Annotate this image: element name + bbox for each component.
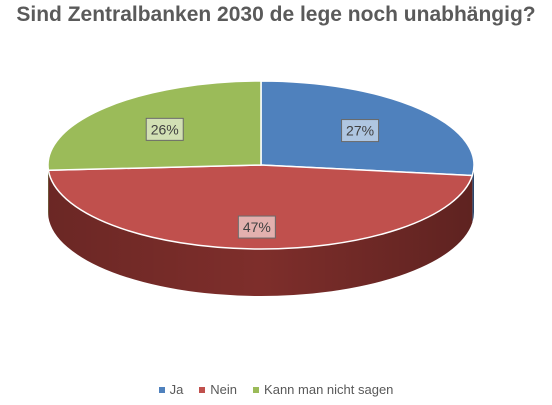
legend-item-nein: Nein bbox=[199, 382, 237, 397]
data-label-ja: 27% bbox=[341, 119, 380, 143]
legend-swatch-kann-man-nicht-sagen bbox=[253, 386, 260, 393]
data-label-nein: 47% bbox=[237, 215, 276, 239]
pie-side-walls bbox=[48, 165, 474, 296]
legend-swatch-nein bbox=[199, 386, 206, 393]
pie-chart: 27% 47% 26% bbox=[47, 80, 475, 296]
pie-data-labels: 27% 47% 26% bbox=[145, 117, 380, 239]
data-label-kann-man-nicht-sagen: 26% bbox=[145, 117, 184, 141]
data-label-text-kann-man-nicht-sagen: 26% bbox=[151, 121, 179, 137]
slice-side-shade-nein bbox=[48, 170, 473, 296]
legend-label-kann-man-nicht-sagen: Kann man nicht sagen bbox=[264, 382, 394, 397]
legend-label-nein: Nein bbox=[210, 382, 238, 397]
data-label-box-ja bbox=[341, 119, 380, 143]
chart-title: Sind Zentralbanken 2030 de lege noch una… bbox=[16, 3, 536, 26]
data-label-box-kann-man-nicht-sagen bbox=[145, 117, 184, 141]
slice-nein bbox=[47, 164, 474, 250]
legend-label-ja: Ja bbox=[169, 382, 184, 397]
slice-side-shade-ja bbox=[472, 165, 474, 223]
legend-item-ja: Ja bbox=[158, 382, 184, 397]
legend: Ja Nein Kann man nicht sagen bbox=[0, 382, 552, 397]
data-label-box-nein bbox=[237, 215, 276, 239]
data-label-text-ja: 27% bbox=[346, 123, 374, 139]
legend-swatch-ja bbox=[158, 386, 165, 393]
data-label-text-nein: 47% bbox=[243, 219, 271, 235]
legend-item-kann-man-nicht-sagen: Kann man nicht sagen bbox=[253, 382, 393, 397]
